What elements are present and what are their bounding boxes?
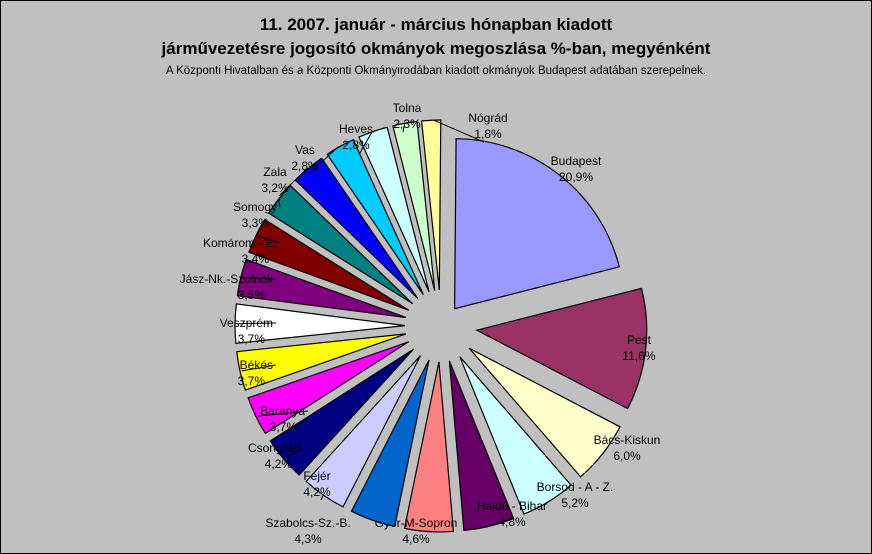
pie-slice-gyor-m-sopron (403, 361, 455, 533)
slice-value-budapest: 20,9% (559, 170, 593, 184)
slice-value-baranya: 3,7% (270, 420, 298, 434)
pie-slice-somogy (267, 184, 414, 305)
slice-value-somogy: 3,3% (242, 216, 270, 230)
pie-slice-bekes (236, 333, 407, 391)
pie-slice-vas (326, 138, 424, 295)
leader-line-bekes (241, 364, 277, 372)
pie-slice-nograd (420, 119, 442, 291)
leader-line-vas (308, 146, 339, 175)
pie-slice-veszprem (234, 303, 406, 344)
pie-slice-bacs-kiskun (468, 347, 621, 478)
slice-value-fejer: 4,2% (303, 485, 331, 499)
slice-value-nograd: 1,8% (474, 127, 502, 141)
slice-value-jasz-nk-szolnok: 3,5% (238, 288, 266, 302)
leader-line-fejer (320, 494, 324, 501)
leader-line-tolna (402, 122, 406, 133)
pie-slice-hajdu-bihar (448, 360, 515, 532)
slice-value-szabolcs-sz-b: 4,3% (294, 532, 322, 546)
slice-value-bekes: 3,7% (238, 374, 266, 388)
slice-value-csongrad: 4,2% (265, 457, 293, 471)
slice-label-veszprem: Veszprém (220, 316, 273, 330)
pie-slice-jasz-nk-szolnok (236, 258, 407, 319)
slice-label-tolna: Tolna (393, 101, 422, 115)
slice-label-heves: Heves (339, 122, 373, 136)
slice-value-hajdu-bihar: 4,8% (498, 515, 526, 529)
slice-value-pest: 11,6% (622, 349, 655, 363)
pie-slice-fejer (305, 355, 422, 508)
slice-label-nograd: Nógrád (468, 111, 507, 125)
slice-value-vas: 2,8% (291, 159, 319, 173)
slice-label-baranya: Baranya (260, 404, 305, 418)
pie-slice-borsod-a-z (459, 356, 572, 515)
leader-line-zala (278, 168, 307, 197)
slice-value-heves: 2,8% (342, 138, 370, 152)
slice-label-csongrad: Csongrád (248, 441, 300, 455)
chart-subtitle: A Központi Hivatalban és a Központi Okmá… (165, 65, 707, 77)
leader-line-csongrad (284, 447, 304, 460)
slice-value-borsod-a-z: 5,2% (561, 496, 589, 510)
slice-label-pest: Pest (627, 333, 652, 347)
slice-label-budapest: Budapest (551, 154, 602, 168)
leader-line-baranya (258, 410, 309, 417)
leader-line-jasz-nk-szolnok (242, 277, 277, 280)
slice-value-veszprem: 3,7% (238, 332, 266, 346)
pie-slice-heves (358, 126, 430, 293)
slice-label-zala: Zala (263, 165, 287, 179)
slice-label-szabolcs-sz-b: Szabolcs-Sz.-B. (265, 516, 350, 530)
slice-label-hajdu-bihar: Hajdú - Bihar (477, 499, 547, 513)
slice-label-fejer: Fejér (303, 469, 330, 483)
leader-line-somogy (278, 199, 281, 208)
pie-slice-budapest (453, 138, 621, 310)
slice-label-komarom-e: Komárom - E. (203, 236, 277, 250)
slice-value-gyor-m-sopron: 4,6% (402, 532, 430, 546)
slice-label-jasz-nk-szolnok: Jász-Nk.-Szolnok (180, 272, 274, 286)
leader-line-nograd (433, 119, 485, 143)
slice-label-vas: Vas (295, 143, 315, 157)
pie-slice-csongrad (269, 348, 414, 476)
slice-value-tolna: 2,3% (393, 117, 421, 131)
slice-label-somogy: Somogy (233, 200, 277, 214)
pie-slice-szabolcs-sz-b (350, 359, 430, 528)
slice-label-bacs-kiskun: Bács-Kiskun (594, 433, 661, 447)
slice-label-bekes: Békés (240, 358, 273, 372)
leader-line-veszprem (236, 322, 277, 325)
slice-value-bacs-kiskun: 6,0% (613, 449, 641, 463)
slice-label-borsod-a-z: Borsod - A - Z. (537, 480, 614, 494)
chart-title-line-2: járművezetésre jogosító okmányok megoszl… (161, 39, 711, 58)
slice-value-komarom-e: 3,4% (242, 252, 270, 266)
chart-title-line-1: 11. 2007. január - március hónapban kiad… (259, 15, 613, 34)
pie-slice-komarom-e (248, 218, 410, 311)
pie-slice-baranya (247, 341, 409, 435)
pie-slice-pest (475, 287, 648, 410)
leader-line-heves (359, 131, 373, 154)
slice-value-zala: 3,2% (261, 181, 289, 195)
leader-line-komarom-e (256, 235, 281, 244)
